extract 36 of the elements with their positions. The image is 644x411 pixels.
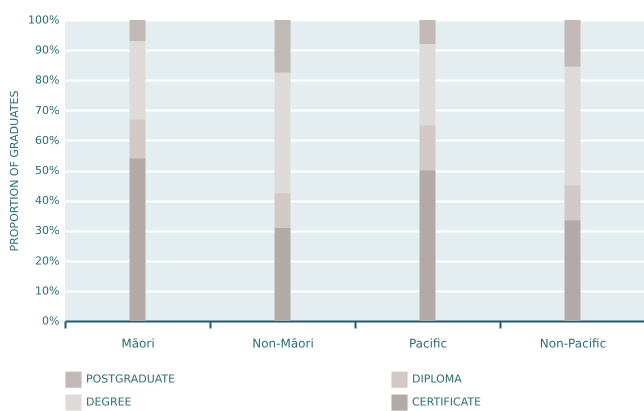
legend-label: POSTGRADUATE xyxy=(86,372,176,386)
x-tick-label: Non-Māori xyxy=(252,336,314,350)
bar xyxy=(274,72,290,194)
y-tick-label: 10% xyxy=(35,284,60,298)
bar xyxy=(564,220,580,321)
bar xyxy=(274,228,290,321)
legend-label: DIPLOMA xyxy=(412,372,462,386)
bar xyxy=(420,20,436,44)
y-tick-label: 50% xyxy=(35,164,60,177)
x-tick-label: Māori xyxy=(121,336,155,350)
x-tick-label: Pacific xyxy=(408,336,448,350)
y-axis-title: PROPORTION OF GRADUATES xyxy=(8,90,22,252)
bar xyxy=(130,41,146,120)
legend-label: DEGREE xyxy=(86,396,132,408)
bar xyxy=(420,125,436,170)
y-tick-label: 40% xyxy=(35,194,60,208)
y-tick-label: 60% xyxy=(35,134,60,147)
y-tick-label: 20% xyxy=(35,254,60,268)
x-tick-label: Non-Pacific xyxy=(540,336,606,350)
bar xyxy=(420,170,436,321)
legend-label: CERTIFICATE xyxy=(412,396,482,408)
bar xyxy=(564,66,580,186)
bar xyxy=(274,20,290,73)
y-tick-label: 30% xyxy=(35,224,60,238)
y-tick-label: 90% xyxy=(35,44,60,57)
bar xyxy=(564,20,580,67)
bar xyxy=(420,44,436,126)
y-tick-label: 80% xyxy=(35,74,60,87)
bar xyxy=(274,193,290,228)
bar xyxy=(130,119,146,158)
y-tick-label: 0% xyxy=(42,314,60,328)
bar xyxy=(130,158,146,321)
bar xyxy=(130,20,146,42)
y-tick-label: 100% xyxy=(28,14,60,26)
bar xyxy=(564,186,580,220)
y-tick-label: 70% xyxy=(35,104,60,117)
